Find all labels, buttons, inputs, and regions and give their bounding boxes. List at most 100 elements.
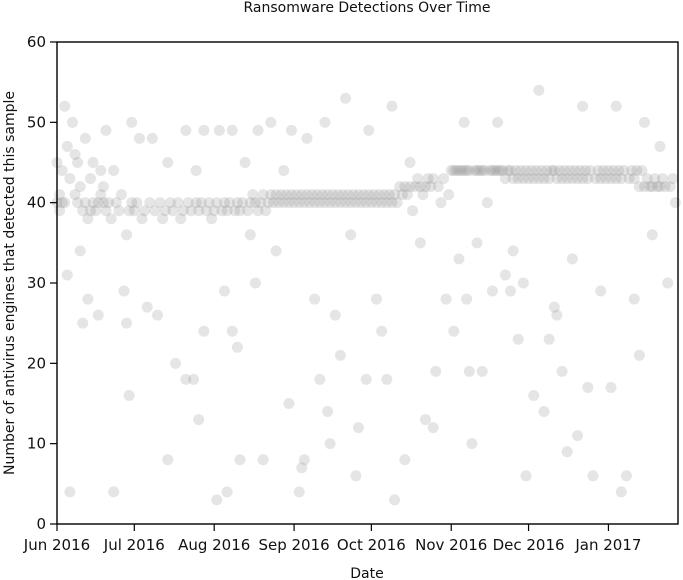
data-point: [479, 165, 491, 177]
data-point: [414, 181, 426, 193]
data-point: [244, 229, 256, 241]
data-point: [427, 422, 439, 434]
data-point: [110, 197, 122, 209]
data-point: [546, 165, 558, 177]
x-axis-label: Date: [350, 566, 383, 580]
data-point: [662, 277, 674, 289]
data-point: [309, 197, 321, 209]
data-point: [520, 470, 532, 482]
data-point: [419, 414, 431, 426]
data-point: [389, 189, 401, 201]
data-point: [79, 197, 91, 209]
data-point: [144, 197, 156, 209]
x-tick-label: Jul 2016: [103, 536, 165, 554]
data-point: [352, 422, 364, 434]
data-point: [523, 173, 535, 185]
data-point: [265, 116, 277, 128]
data-point: [280, 189, 292, 201]
data-point: [486, 165, 498, 177]
data-point: [126, 116, 138, 128]
data-point: [363, 124, 375, 136]
y-tick-label: 30: [27, 274, 46, 292]
data-point: [610, 100, 622, 112]
data-point: [430, 365, 442, 377]
data-point: [275, 189, 287, 201]
data-point: [401, 189, 413, 201]
data-point: [371, 293, 383, 305]
data-point: [288, 197, 300, 209]
data-point: [548, 301, 560, 313]
data-point: [378, 189, 390, 201]
data-point: [278, 165, 290, 177]
data-point: [249, 277, 261, 289]
data-point: [252, 205, 264, 217]
data-point: [438, 173, 450, 185]
data-point: [85, 205, 96, 217]
data-point: [407, 205, 419, 217]
data-point: [92, 197, 104, 209]
data-point: [528, 173, 540, 185]
y-tick-label: 10: [27, 435, 46, 453]
y-tick-label: 50: [27, 113, 46, 131]
data-point: [615, 173, 627, 185]
data-point: [502, 165, 514, 177]
data-point: [66, 116, 78, 128]
data-point: [505, 165, 517, 177]
data-point: [414, 237, 426, 249]
data-point: [252, 124, 264, 136]
data-point: [113, 205, 125, 217]
data-point: [175, 213, 187, 225]
data-point: [517, 277, 529, 289]
data-point: [615, 486, 627, 498]
data-point: [270, 245, 282, 257]
data-point: [631, 165, 643, 177]
data-point: [533, 173, 545, 185]
data-point: [221, 486, 233, 498]
data-point: [618, 165, 630, 177]
data-point: [561, 173, 573, 185]
data-point: [566, 253, 578, 265]
data-point: [278, 197, 290, 209]
data-point: [391, 197, 403, 209]
data-point: [216, 205, 228, 217]
data-point: [590, 173, 602, 185]
data-point: [226, 124, 238, 136]
data-point: [262, 197, 274, 209]
data-point: [72, 157, 84, 168]
data-point: [100, 205, 112, 217]
data-point: [543, 333, 555, 345]
data-point: [476, 365, 488, 377]
data-point: [396, 189, 408, 201]
data-point: [108, 486, 120, 498]
data-point: [324, 197, 336, 209]
data-point: [440, 293, 452, 305]
data-point: [345, 197, 357, 209]
data-point: [322, 406, 334, 418]
data-point: [329, 197, 341, 209]
data-point: [667, 173, 679, 185]
data-point: [535, 165, 547, 177]
data-point: [283, 197, 295, 209]
data-point: [350, 470, 362, 482]
data-point: [515, 165, 527, 177]
data-point: [198, 124, 210, 136]
data-point: [587, 470, 599, 482]
data-points: [51, 84, 681, 506]
data-point: [463, 365, 475, 377]
data-point: [97, 197, 109, 209]
data-point: [146, 132, 158, 144]
data-point: [244, 197, 256, 209]
data-point: [267, 197, 279, 209]
y-axis-ticks: 0 10 20 30 40 50 60: [27, 33, 57, 533]
data-point: [574, 165, 586, 177]
data-point: [628, 173, 640, 185]
data-point: [371, 197, 383, 209]
data-point: [311, 189, 323, 201]
data-point: [352, 189, 364, 201]
data-point: [95, 165, 107, 177]
data-point: [445, 165, 457, 177]
x-tick-label: Jun 2016: [23, 536, 90, 554]
y-tick-label: 40: [27, 194, 46, 212]
data-point: [87, 157, 99, 168]
